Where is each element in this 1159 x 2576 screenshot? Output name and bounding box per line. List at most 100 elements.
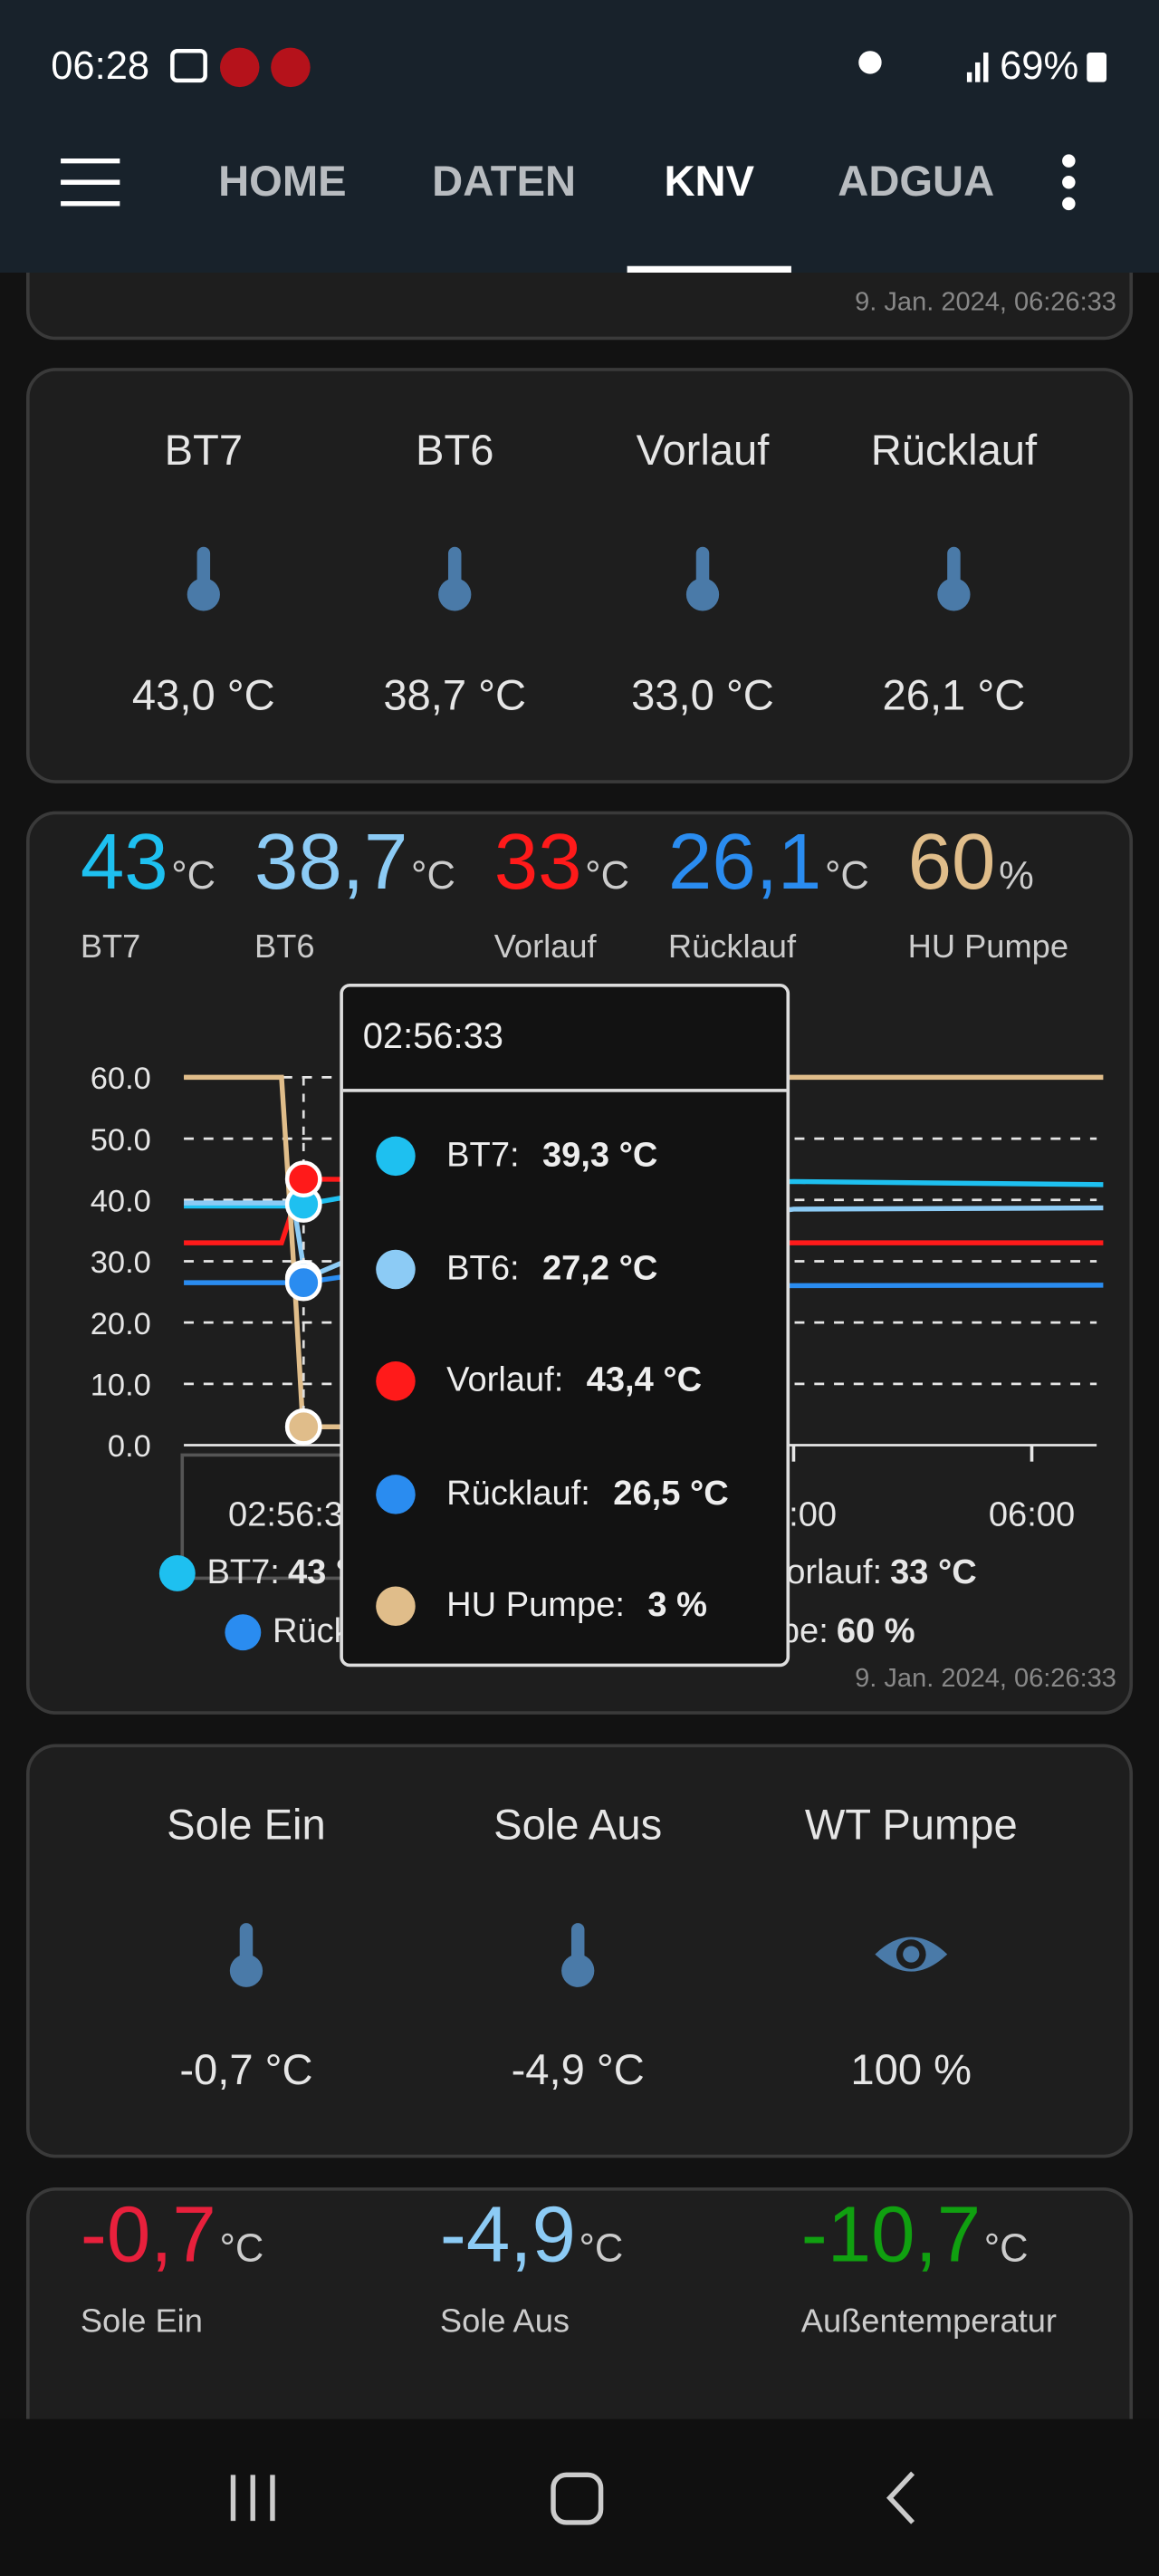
timestamp: 9. Jan. 2024, 06:26:33	[855, 1666, 1116, 1695]
y-tick-label: 40.0	[91, 1184, 151, 1218]
tooltip-title: 02:56:33	[362, 1014, 503, 1056]
tooltip-item: Rücklauf: 26,5 °C	[446, 1471, 729, 1517]
tooltip-label: BT6:	[446, 1248, 520, 1287]
tooltip: 02:56:33 BT7: 39,3 °C BT6: 27,2 °C Vorlauf: 43…	[340, 984, 790, 1668]
tab[interactable]: HOME	[218, 156, 347, 207]
tooltip-point	[284, 1160, 322, 1198]
tooltip-dot	[376, 1361, 416, 1401]
thermometer-icon	[229, 1923, 263, 1987]
sensor-value: -4,9 °C	[511, 2045, 645, 2095]
nav-back[interactable]	[886, 2471, 915, 2524]
tooltip-item: HU Pumpe: 3 %	[446, 1583, 707, 1629]
y-tick-label: 30.0	[91, 1245, 151, 1280]
tooltip-dot	[376, 1586, 416, 1626]
tooltip-dot	[376, 1248, 416, 1289]
tooltip-divider	[342, 1089, 787, 1092]
status-battery: 69%	[1000, 43, 1079, 89]
sensor-label: Rücklauf	[870, 426, 1038, 476]
tooltip-label: BT7:	[446, 1136, 520, 1175]
unit: °C	[579, 2226, 624, 2272]
status-icons	[61, 47, 1107, 211]
sensor-value: 100 %	[850, 2045, 972, 2095]
eye-icon	[875, 1937, 948, 1972]
big-value: -0,7 °C	[81, 2191, 263, 2283]
tooltip-item: BT7: 39,3 °C	[446, 1133, 657, 1179]
big-value: 60%	[908, 818, 1034, 910]
tooltip-label: Rücklauf:	[446, 1474, 590, 1512]
unit: °C	[585, 853, 630, 899]
nav-home[interactable]	[551, 2472, 604, 2525]
tooltip-value: 43,4 °C	[586, 1361, 703, 1399]
legend-dot	[158, 1555, 196, 1591]
sensor-label: Sole Aus	[493, 1800, 663, 1850]
y-tick-label: 10.0	[91, 1369, 151, 1403]
thermometer-icon	[187, 546, 220, 611]
big-value: 38,7 °C	[254, 818, 455, 910]
timestamp: 9. Jan. 2024, 06:26:33	[855, 289, 1116, 318]
unit: °C	[411, 853, 455, 899]
unit: %	[999, 853, 1034, 899]
thermometer-icon	[438, 546, 472, 611]
tooltip-value: 27,2 °C	[541, 1248, 658, 1287]
value-label: HU Pumpe	[907, 929, 1068, 966]
y-tick-label: 20.0	[91, 1307, 151, 1341]
legend-value: 33 °C	[890, 1553, 977, 1591]
big-value: -4,9 °C	[440, 2191, 623, 2283]
tooltip-value: 3 %	[647, 1586, 707, 1625]
thermometer-icon	[685, 546, 720, 611]
tooltip-item: Vorlauf: 43,4 °C	[446, 1358, 702, 1404]
tab[interactable]: KNV	[664, 156, 755, 207]
big-value: 26,1 °C	[668, 818, 869, 910]
sensor-value: 26,1 °C	[882, 670, 1026, 720]
y-tick-label: 60.0	[91, 1062, 151, 1096]
sensor-label: WT Pumpe	[804, 1800, 1018, 1850]
legend-item: Vorlauf: 33 °C	[765, 1552, 977, 1594]
unit: °C	[219, 2226, 264, 2272]
value: -0,7	[80, 2192, 216, 2280]
nav-bar	[0, 2418, 1159, 2575]
big-value: 33 °C	[494, 818, 629, 910]
tooltip-dot	[376, 1474, 416, 1514]
thermometer-icon	[561, 1923, 595, 1987]
y-tick-label: 50.0	[91, 1123, 151, 1158]
tooltip-value: 39,3 °C	[541, 1136, 658, 1175]
value-label: Rücklauf	[667, 929, 797, 966]
value: 26,1	[667, 819, 822, 907]
tooltip-label: Vorlauf:	[446, 1361, 564, 1399]
unit: °C	[983, 2226, 1029, 2272]
tooltip-item: BT6: 27,2 °C	[446, 1245, 657, 1292]
value-label: Außentemperatur	[800, 2303, 1057, 2341]
value: 60	[907, 819, 996, 907]
tab-indicator	[627, 265, 791, 273]
value: 33	[493, 819, 582, 907]
value-label: BT6	[254, 929, 315, 966]
sensor-value: 43,0 °C	[131, 670, 275, 720]
tooltip-label: HU Pumpe:	[446, 1586, 625, 1625]
value: -10,7	[800, 2192, 982, 2280]
thermometer-icon	[937, 546, 971, 611]
x-tick-label: 06:00	[989, 1495, 1075, 1533]
sensor-label: Vorlauf	[636, 426, 770, 476]
value: -4,9	[439, 2192, 576, 2280]
value-label: Sole Ein	[80, 2303, 203, 2341]
sensor-value: 38,7 °C	[383, 670, 527, 720]
sensor-label: Sole Ein	[167, 1800, 326, 1850]
tooltip-point	[284, 1408, 322, 1446]
app-bar-top	[0, 0, 1159, 273]
value: 43	[80, 819, 168, 907]
sensor-value: -0,7 °C	[179, 2045, 313, 2095]
status-time: 06:28	[51, 43, 150, 89]
tab[interactable]: ADGUA	[838, 156, 995, 207]
unit: °C	[824, 853, 869, 899]
value-label: Vorlauf	[493, 929, 597, 966]
sensor-value: 33,0 °C	[631, 670, 774, 720]
value: 38,7	[254, 819, 408, 907]
legend-dot	[225, 1614, 262, 1651]
tooltip-value: 26,5 °C	[613, 1474, 729, 1512]
big-value: -10,7 °C	[801, 2191, 1029, 2283]
big-value: 43 °C	[81, 818, 216, 910]
legend-value: 60 %	[836, 1612, 915, 1651]
tab[interactable]: DATEN	[432, 156, 577, 207]
tooltip-dot	[376, 1136, 416, 1177]
tooltip-point	[284, 1264, 322, 1302]
